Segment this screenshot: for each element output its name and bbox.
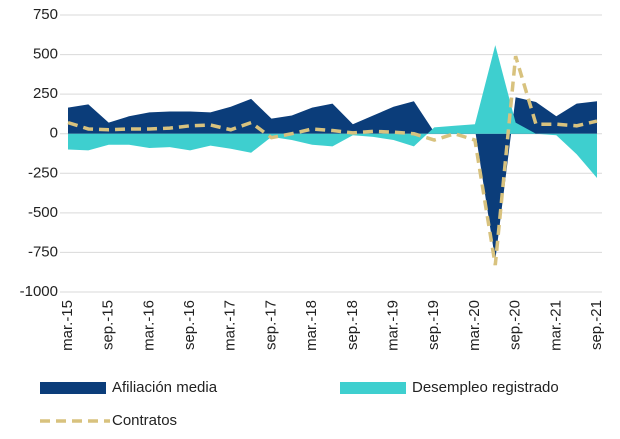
x-tick-label: sep.-16	[181, 300, 198, 350]
y-tick-label: -250	[28, 164, 58, 181]
x-tick-label: sep.-15	[100, 300, 117, 350]
x-tick-label: sep.-17	[262, 300, 279, 350]
x-tick-label: sep.-20	[507, 300, 524, 350]
x-tick-label: sep.-18	[344, 300, 361, 350]
x-tick-label: mar.-20	[466, 300, 483, 351]
x-tick-label: sep.-21	[588, 300, 605, 350]
y-tick-label: 750	[33, 6, 58, 23]
legend-label: Desempleo registrado	[412, 379, 559, 396]
x-tick-label: mar.-21	[547, 300, 564, 351]
x-tick-label: mar.-18	[303, 300, 320, 351]
y-tick-label: 0	[50, 125, 58, 142]
x-tick-label: sep.-19	[425, 300, 442, 350]
y-tick-label: -750	[28, 243, 58, 260]
legend-label: Afiliación media	[112, 379, 218, 396]
x-tick-label: mar.-16	[140, 300, 157, 351]
y-tick-label: -500	[28, 204, 58, 221]
x-tick-label: mar.-17	[222, 300, 239, 351]
area	[68, 97, 597, 261]
y-tick-label: -1000	[20, 283, 58, 300]
legend-swatch	[340, 382, 406, 394]
y-tick-label: 250	[33, 85, 58, 102]
legend-swatch	[40, 382, 106, 394]
x-tick-label: mar.-15	[59, 300, 76, 351]
y-tick-label: 500	[33, 46, 58, 63]
x-tick-label: mar.-19	[385, 300, 402, 351]
area	[68, 45, 597, 179]
line	[67, 55, 598, 266]
legend-label: Contratos	[112, 412, 177, 429]
